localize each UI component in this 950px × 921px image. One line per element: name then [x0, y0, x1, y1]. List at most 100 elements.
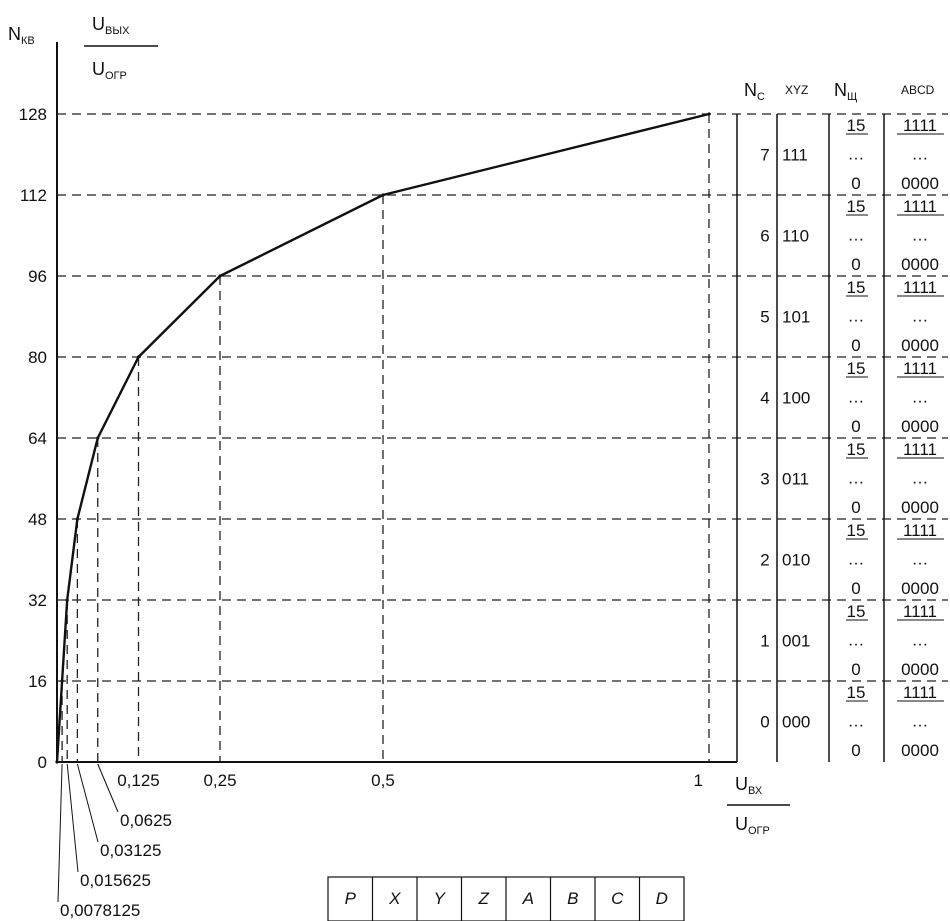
x-callout-leader	[76, 763, 99, 843]
y-tick-label: 96	[28, 267, 47, 286]
y-label-den-sub: ОГР	[105, 70, 127, 82]
svg-text:NКВ: NКВ	[8, 24, 35, 47]
data-point	[96, 436, 100, 440]
nsh-top: 15	[847, 602, 866, 621]
abcd-mid: …	[912, 307, 929, 326]
x-callout-leader	[66, 763, 79, 873]
nsh-mid: …	[848, 712, 865, 731]
x-label-den-main: U	[735, 814, 748, 834]
bit-format-cell: B	[567, 889, 578, 908]
x-tick-label: 0,25	[203, 771, 236, 790]
nsh-top: 15	[847, 116, 866, 135]
x-tick-labels: 0,125 0,25 0,5 1	[117, 771, 703, 790]
abcd-top: 1111	[903, 440, 937, 459]
nsh-mid: …	[848, 145, 865, 164]
x-callout-label: 0,0625	[120, 811, 172, 830]
y-code-main: N	[8, 24, 21, 44]
abcd-bot: 0000	[901, 579, 939, 598]
x-callout-leader	[97, 763, 119, 813]
x-axis-label: UВХ UОГР	[727, 774, 790, 837]
x-tick-label: 0,5	[371, 771, 395, 790]
nsh-header-main: N	[834, 80, 847, 100]
nc-cell: 4	[760, 389, 769, 408]
y-tick-label: 0	[38, 753, 47, 772]
data-point	[136, 355, 141, 359]
abcd-top: 1111	[903, 359, 937, 378]
nc-cell: 6	[760, 227, 769, 246]
abcd-mid: …	[912, 226, 929, 245]
xyz-cell: 100	[782, 389, 810, 408]
x-label-num-sub: ВХ	[748, 785, 763, 797]
bit-format-cell: Y	[434, 889, 447, 908]
nsh-top: 15	[847, 197, 866, 216]
nsh-top: 15	[847, 440, 866, 459]
nsh-bot: 0	[851, 498, 860, 517]
x-callout-label: 0,015625	[80, 871, 151, 890]
svg-text:UОГР: UОГР	[92, 59, 127, 82]
nsh-top: 15	[847, 521, 866, 540]
nsh-mid: …	[848, 307, 865, 326]
code-table-header: NС XYZ NЩ ABCD	[744, 80, 935, 103]
abcd-mid: …	[912, 145, 929, 164]
nsh-bot: 0	[851, 417, 860, 436]
y-axis-label: UВЫХ UОГР	[84, 14, 158, 82]
nc-header-sub: С	[757, 91, 765, 103]
data-point	[75, 517, 79, 521]
bit-format-cell: D	[656, 889, 668, 908]
abcd-bot: 0000	[901, 417, 939, 436]
nc-cell: 7	[760, 146, 769, 165]
abcd-bot: 0000	[901, 660, 939, 679]
abcd-mid: …	[912, 712, 929, 731]
series-layer	[55, 112, 711, 764]
grid-layer	[57, 113, 948, 762]
x-callout-label: 0,0078125	[60, 901, 140, 920]
bit-format-cell: A	[522, 889, 534, 908]
xyz-cell: 111	[782, 146, 808, 165]
y-code-label: NКВ	[8, 24, 35, 47]
svg-text:NЩ: NЩ	[834, 80, 857, 103]
abcd-bot: 0000	[901, 174, 939, 193]
y-tick-label: 128	[19, 105, 47, 124]
nc-cell: 0	[760, 713, 769, 732]
nc-cell: 1	[760, 632, 769, 651]
xyz-cell: 000	[782, 713, 810, 732]
data-point	[218, 274, 222, 278]
nc-header-main: N	[744, 80, 757, 100]
y-label-num-main: U	[92, 14, 105, 34]
abcd-mid: …	[912, 388, 929, 407]
abcd-mid: …	[912, 469, 929, 488]
data-point	[60, 679, 64, 683]
y-code-sub: КВ	[21, 35, 35, 47]
svg-text:UВХ: UВХ	[735, 774, 763, 797]
nsh-bot: 0	[851, 336, 860, 355]
x-callout-label: 0,03125	[100, 841, 161, 860]
data-point	[707, 112, 711, 116]
x-callouts: 0,0625 0,03125 0,015625 0,0078125	[57, 763, 172, 920]
nsh-top: 15	[847, 683, 866, 702]
x-label-num-main: U	[735, 774, 748, 794]
abcd-mid: …	[912, 631, 929, 650]
y-label-den-main: U	[92, 59, 105, 79]
y-tick-labels: 0 16 32 48 64 80 96 112 128	[19, 105, 47, 772]
abcd-top: 1111	[903, 602, 937, 621]
xyz-cell: 011	[782, 470, 809, 489]
xyz-cell: 010	[782, 551, 810, 570]
nsh-mid: …	[848, 469, 865, 488]
y-label-num-sub: ВЫХ	[105, 25, 130, 37]
data-point	[65, 598, 69, 602]
abcd-top: 1111	[903, 278, 937, 297]
xyz-cell: 101	[782, 308, 810, 327]
svg-text:UВЫХ: UВЫХ	[92, 14, 130, 37]
y-tick-label: 64	[28, 429, 47, 448]
abcd-top: 1111	[903, 521, 937, 540]
nsh-top: 15	[847, 278, 866, 297]
y-tick-label: 48	[28, 510, 47, 529]
abcd-top: 1111	[903, 683, 937, 702]
xyz-cell: 001	[782, 632, 810, 651]
abcd-bot: 0000	[901, 336, 939, 355]
nsh-mid: …	[848, 388, 865, 407]
xyz-header: XYZ	[785, 83, 808, 97]
nc-cell: 3	[760, 470, 769, 489]
